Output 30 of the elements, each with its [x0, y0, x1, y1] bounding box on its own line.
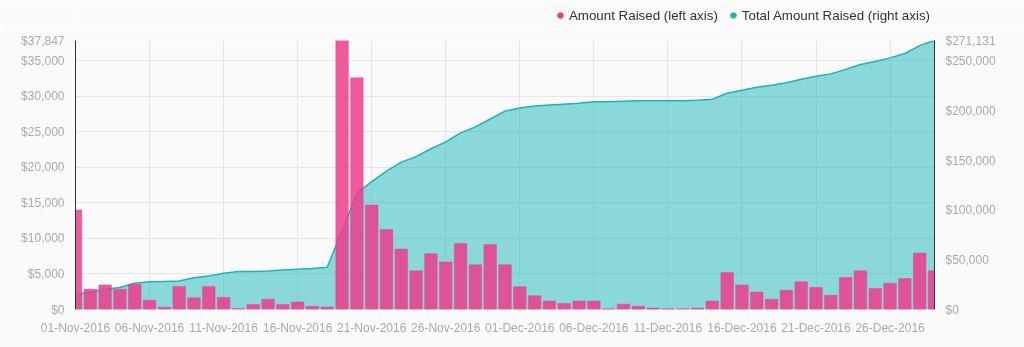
x-tick-label: 01-Dec-2016 — [485, 320, 555, 335]
x-tick-label: 06-Nov-2016 — [114, 320, 185, 335]
y-tick-label: $20,000 — [21, 160, 65, 175]
x-tick-label: 21-Dec-2016 — [781, 320, 852, 335]
y-tick-label: $10,000 — [21, 231, 65, 246]
y-tick-label: $35,000 — [21, 53, 65, 68]
y2-tick-label: $271,131 — [945, 33, 996, 48]
y2-tick-label: $100,000 — [945, 203, 996, 218]
x-tick-label: 26-Nov-2016 — [411, 320, 481, 335]
x-tick-label: 21-Nov-2016 — [337, 320, 407, 335]
x-tick-label: 11-Nov-2016 — [189, 320, 259, 335]
x-tick-label: 16-Nov-2016 — [262, 320, 333, 335]
y2-tick-label: $250,000 — [945, 54, 996, 69]
legend-label: Total Amount Raised (right axis) — [741, 7, 930, 23]
y-tick-label: $25,000 — [21, 124, 65, 139]
y2-tick-label: $50,000 — [945, 252, 990, 267]
y-tick-label: $5,000 — [27, 266, 65, 281]
legend-label: Amount Raised (left axis) — [568, 7, 718, 23]
y-tick-label: $30,000 — [21, 89, 65, 104]
y2-tick-label: $200,000 — [945, 104, 996, 119]
x-tick-label: 01-Nov-2016 — [40, 320, 111, 335]
x-tick-label: 16-Dec-2016 — [707, 320, 777, 335]
x-tick-label: 11-Dec-2016 — [633, 320, 703, 335]
x-tick-label: 06-Dec-2016 — [559, 320, 629, 335]
y-tick-label: $37,847 — [21, 33, 65, 48]
x-tick-label: 26-Dec-2016 — [855, 320, 926, 335]
y2-tick-label: $0 — [945, 302, 960, 317]
y-tick-label: $0 — [51, 302, 65, 317]
y2-tick-label: $150,000 — [945, 153, 996, 168]
y-tick-label: $15,000 — [21, 195, 65, 210]
